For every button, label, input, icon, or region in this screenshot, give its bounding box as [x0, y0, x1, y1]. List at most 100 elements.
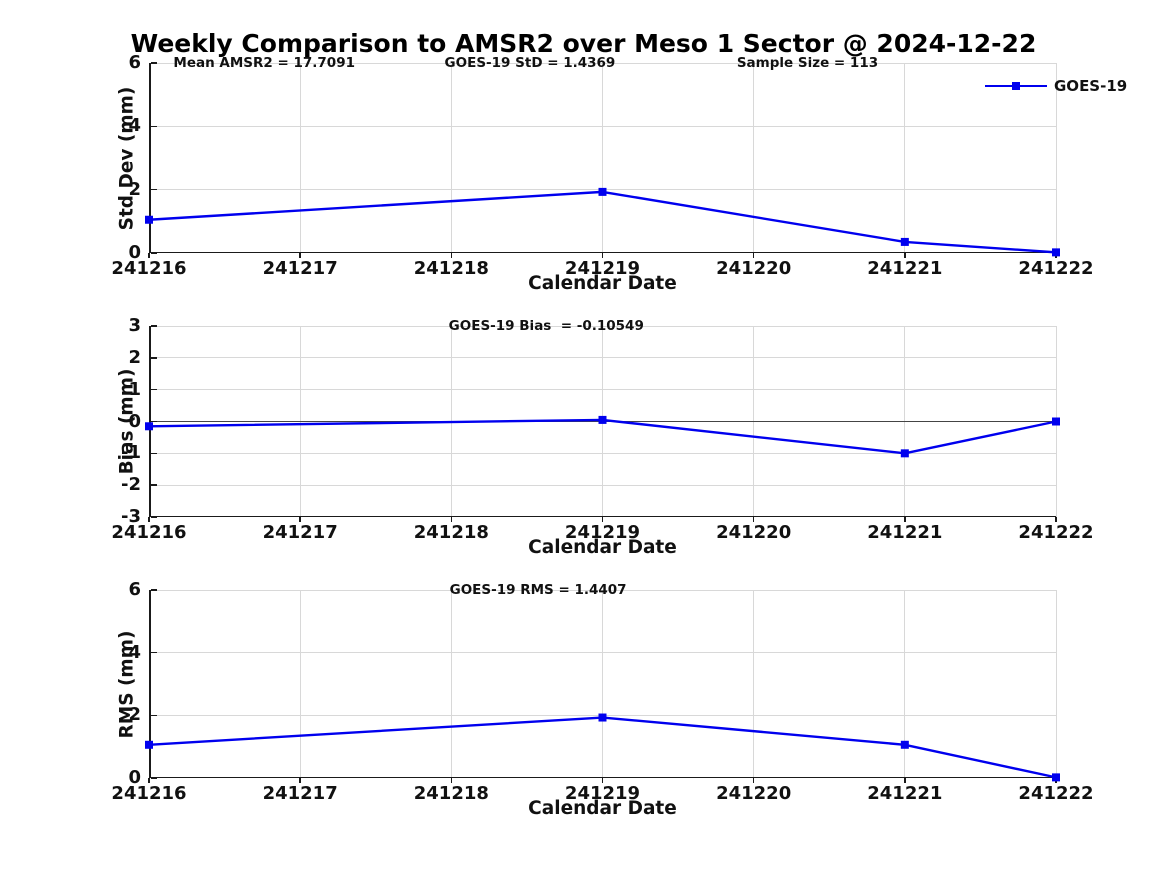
plot-area: -3 -2 -1 0 1 2 3 241216 241217 241218 241219 241220…	[111, 315, 1093, 543]
plot-area: 0 2 4 6 241216 241217 241218 241219 241220 241221…	[111, 579, 1093, 804]
y-tick	[150, 357, 157, 359]
subplot-bias: Bias (mm) -3 -2 -1 0 1 2 3 241216 241217 241218 24…	[111, 315, 1093, 558]
x-tick-label: 241221	[867, 258, 943, 279]
x-tick	[299, 778, 301, 783]
y-tick-label: 2	[128, 346, 141, 368]
x-tick	[904, 517, 906, 522]
plot-annotation: GOES-19 StD = 1.4369	[444, 55, 616, 71]
x-tick-label: 241217	[262, 522, 338, 543]
grid-line-vertical	[753, 63, 755, 253]
x-tick	[601, 517, 604, 522]
data-point-marker	[598, 415, 607, 424]
x-tick-label: 241221	[867, 783, 943, 804]
y-tick-label: 0	[128, 242, 141, 263]
grid-line-horizontal	[149, 357, 1056, 359]
y-tick-label: 1	[128, 378, 141, 400]
x-tick	[601, 253, 604, 258]
y-tick-label: -1	[121, 442, 141, 464]
x-tick-label: 241219	[564, 783, 641, 804]
data-point-marker	[145, 740, 153, 749]
x-tick-label: 241219	[564, 258, 641, 279]
data-point-marker	[598, 713, 607, 722]
x-tick-label: 241216	[111, 522, 187, 543]
legend-label: GOES-19	[1054, 77, 1128, 95]
grid-line-horizontal	[149, 484, 1056, 486]
x-tick	[752, 517, 755, 522]
grid-line-vertical	[450, 590, 452, 778]
grid-line-vertical	[602, 590, 603, 778]
data-point-marker	[900, 449, 909, 458]
figure-title: Weekly Comparison to AMSR2 over Meso 1 S…	[130, 29, 1037, 58]
x-tick	[1055, 517, 1057, 522]
grid-line-horizontal	[149, 62, 1056, 64]
y-tick-label: 3	[128, 315, 141, 336]
x-tick-label: 241222	[1018, 258, 1094, 279]
grid-line-horizontal	[149, 589, 1056, 591]
y-tick-label: 0	[128, 767, 141, 788]
plot-area: 0 2 4 6 241216 241217 241218 241219 241220 241221…	[111, 52, 1127, 279]
x-tick-label: 241219	[564, 522, 641, 543]
grid-line-horizontal	[149, 389, 1056, 391]
x-tick-label: 241220	[716, 522, 792, 543]
x-tick-label: 241216	[111, 258, 187, 279]
data-series-layer	[145, 713, 1060, 782]
y-tick-label: 4	[128, 641, 141, 663]
x-tick	[148, 253, 150, 258]
x-tick-label: 241217	[262, 783, 338, 804]
grid-line-vertical	[1055, 63, 1057, 253]
x-tick	[601, 778, 604, 783]
x-tick-label: 241216	[111, 783, 187, 804]
grid-line-vertical	[904, 63, 906, 253]
grid-line-vertical	[299, 590, 301, 778]
x-tick-label: 241217	[262, 258, 338, 279]
x-tick	[148, 517, 150, 522]
y-tick	[150, 777, 157, 779]
grid-line-vertical	[602, 63, 603, 253]
subplot-rms: RMS (mm) 0 2 4 6 241216 241217 241218 241219 241…	[111, 579, 1093, 819]
x-tick-label: 241218	[413, 522, 489, 543]
y-tick-label: 4	[128, 115, 141, 137]
data-series-line	[148, 716, 1057, 779]
grid-line-vertical	[904, 590, 906, 778]
x-tick	[299, 253, 301, 258]
x-tick	[450, 253, 453, 258]
y-tick	[150, 714, 157, 717]
data-point-marker	[145, 215, 153, 224]
y-tick-label: -3	[121, 506, 141, 527]
x-tick-label: 241222	[1018, 783, 1094, 804]
x-tick	[752, 253, 755, 258]
y-tick	[150, 420, 157, 423]
grid-line-horizontal	[149, 452, 1056, 454]
x-tick	[299, 517, 301, 522]
x-tick-label: 241222	[1018, 522, 1094, 543]
y-tick	[150, 325, 157, 327]
x-axis-line	[149, 776, 1056, 778]
plot-annotation: GOES-19 RMS = 1.4407	[449, 582, 627, 598]
x-axis-label: Calendar Date	[528, 798, 677, 819]
y-axis-line	[149, 63, 151, 253]
data-point-marker	[1052, 417, 1060, 426]
x-tick-label: 241220	[716, 258, 792, 279]
plot-annotation: Mean AMSR2 = 17.7091	[173, 55, 355, 71]
x-tick-label: 241221	[867, 522, 943, 543]
data-point-marker	[598, 187, 607, 196]
data-point-marker	[900, 237, 909, 246]
y-tick	[150, 516, 157, 518]
grid-line-horizontal	[149, 325, 1056, 327]
y-tick	[150, 125, 157, 128]
x-tick-label: 241218	[413, 783, 489, 804]
y-tick	[150, 484, 157, 486]
x-tick	[450, 517, 453, 522]
y-tick-label: 6	[128, 52, 141, 73]
data-series-layer	[145, 415, 1060, 458]
grid-line-horizontal	[149, 125, 1056, 127]
grid-line-vertical	[299, 63, 301, 253]
y-tick	[150, 388, 157, 391]
x-tick-label: 241218	[413, 258, 489, 279]
data-point-marker	[145, 422, 153, 431]
legend-line	[985, 82, 1047, 90]
y-tick-label: 2	[128, 178, 141, 200]
legend: GOES-19	[985, 77, 1127, 95]
x-tick	[752, 778, 755, 783]
